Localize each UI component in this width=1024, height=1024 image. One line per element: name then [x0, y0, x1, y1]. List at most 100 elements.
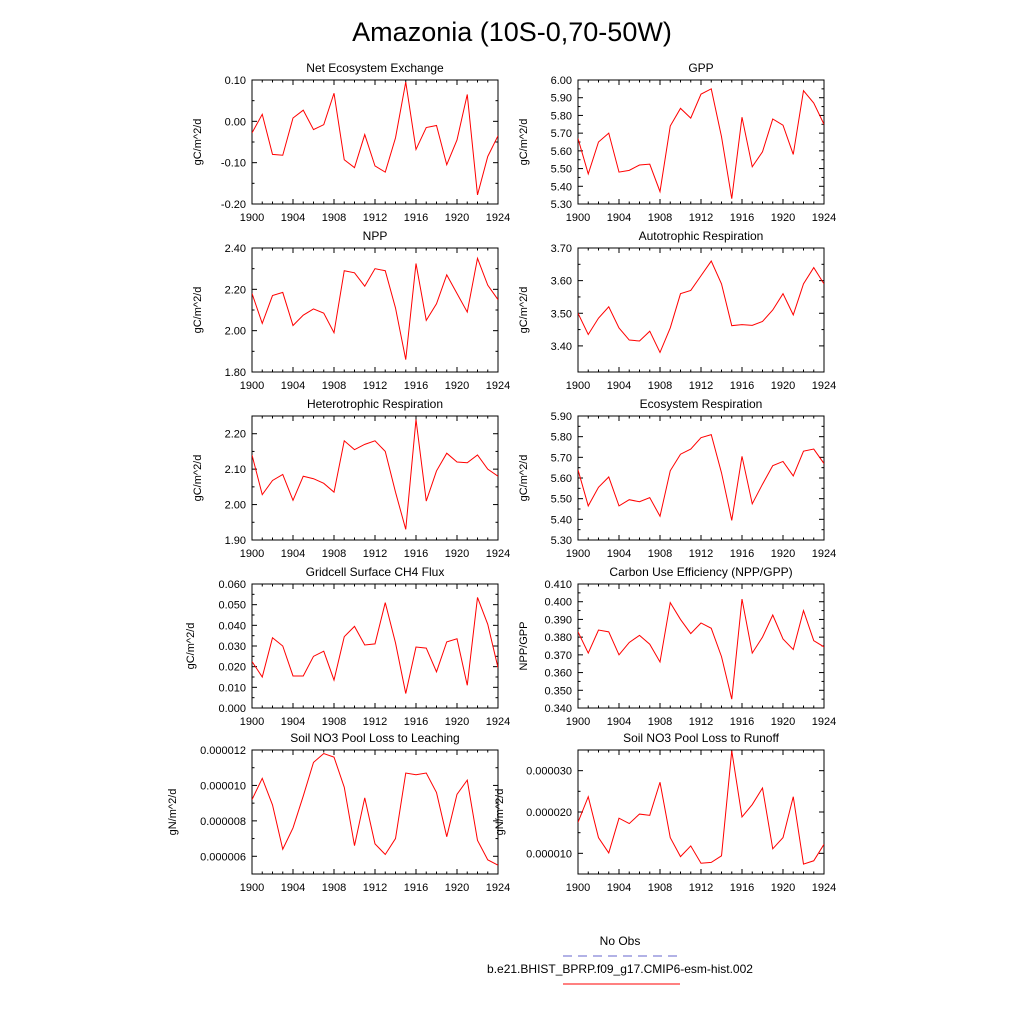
panel-1-xtick-label: 1920	[445, 212, 469, 224]
panel-6: Ecosystem Respiration 1900 1904 1908 1912 191…	[518, 397, 836, 560]
panel-2-ytick-label: 5.60	[551, 146, 572, 158]
panel-1-xtick-label: 1912	[363, 212, 387, 224]
panel-4-series-line	[578, 260, 824, 354]
panel-6-xtick-label: 1916	[730, 548, 754, 560]
panel-2-ylabel: gC/m^2/d	[518, 119, 530, 166]
panel-2-xtick-label: 1912	[689, 212, 713, 224]
panel-9-xtick-label: 1912	[363, 882, 387, 894]
panel-3-xtick-label: 1916	[404, 380, 428, 392]
panel-9-ylabel: gN/m^2/d	[167, 789, 179, 836]
panel-5-xtick-label: 1904	[281, 548, 305, 560]
panel-7-title: Gridcell Surface CH4 Flux	[306, 565, 445, 579]
panel-3-series-line	[252, 256, 498, 360]
panel-2-ytick-label: 5.90	[551, 93, 572, 105]
panel-6-frame	[577, 415, 825, 541]
legend: No Obs b.e21.BHIST_BPRP.f09_g17.CMIP6-es…	[487, 934, 753, 985]
panel-8-ytick-label: 0.350	[544, 685, 572, 697]
panel-3-xtick-label: 1912	[363, 380, 387, 392]
panel-2-title: GPP	[688, 61, 713, 75]
panel-7-xtick-label: 1924	[486, 716, 510, 728]
panel-10: Soil NO3 Pool Loss to Runoff 1900 1904 1908…	[494, 731, 836, 894]
panel-1-series-line	[252, 81, 498, 196]
panel-1-ytick-label: 0.10	[225, 75, 246, 87]
panel-5-frame	[251, 415, 499, 541]
panel-8-ytick-label: 0.380	[544, 632, 572, 644]
panel-9-title: Soil NO3 Pool Loss to Leaching	[290, 731, 459, 745]
legend-label-no-obs: No Obs	[600, 934, 641, 948]
panel-4-ytick-label: 3.40	[551, 341, 572, 353]
panel-4-xtick-label: 1908	[648, 380, 672, 392]
panel-5-ytick-label: 2.20	[225, 429, 246, 441]
panel-2: GPP 1900 1904 1908 1912 1916 1920 1924 5.30 5.40 5…	[518, 61, 836, 224]
panel-3-ylabel: gC/m^2/d	[192, 287, 204, 334]
panel-1-xtick-label: 1908	[322, 212, 346, 224]
panel-10-xtick-label: 1908	[648, 882, 672, 894]
panel-5-xtick-label: 1908	[322, 548, 346, 560]
panel-10-ylabel: gN/m^2/d	[494, 789, 506, 836]
panel-9-xtick-label: 1920	[445, 882, 469, 894]
panel-2-xtick-label: 1908	[648, 212, 672, 224]
panel-10-xtick-label: 1924	[812, 882, 836, 894]
panel-1-xtick-label: 1904	[281, 212, 305, 224]
panel-3-xtick-label: 1924	[486, 380, 510, 392]
panel-6-xtick-label: 1924	[812, 548, 836, 560]
panel-6-ylabel: gC/m^2/d	[518, 455, 530, 502]
panel-5-series-line	[252, 419, 498, 530]
panel-6-title: Ecosystem Respiration	[640, 397, 763, 411]
panel-4-ytick-label: 3.50	[551, 308, 572, 320]
panel-4-xtick-label: 1916	[730, 380, 754, 392]
panel-8-ylabel: NPP/GPP	[518, 622, 530, 671]
panel-3-xtick-label: 1908	[322, 380, 346, 392]
panel-4-ytick-label: 3.70	[551, 243, 572, 255]
panel-9-ytick-label: 0.000012	[200, 745, 246, 757]
panel-8-series-line	[578, 598, 824, 700]
panel-1-xtick-label: 1916	[404, 212, 428, 224]
figure-title: Amazonia (10S-0,70-50W)	[352, 17, 672, 47]
panel-6-ytick-label: 5.30	[551, 535, 572, 547]
panel-7-xtick-label: 1900	[240, 716, 264, 728]
panel-6-ytick-label: 5.60	[551, 473, 572, 485]
panel-9: Soil NO3 Pool Loss to Leaching 1900 1904 19…	[167, 731, 510, 894]
panel-1-frame	[251, 79, 499, 205]
panel-10-title: Soil NO3 Pool Loss to Runoff	[623, 731, 780, 745]
panel-9-ytick-label: 0.000010	[200, 780, 246, 792]
panel-5-xtick-label: 1920	[445, 548, 469, 560]
panel-7-series-line	[252, 597, 498, 694]
panel-2-ytick-label: 5.70	[551, 128, 572, 140]
panel-4-frame	[577, 247, 825, 373]
panel-7-xtick-label: 1920	[445, 716, 469, 728]
panel-3-ytick-label: 2.20	[225, 284, 246, 296]
panel-8-ytick-label: 0.360	[544, 668, 572, 680]
panel-10-xtick-label: 1900	[566, 882, 590, 894]
panel-8-title: Carbon Use Efficiency (NPP/GPP)	[609, 565, 792, 579]
panel-9-xtick-label: 1916	[404, 882, 428, 894]
panel-8-ytick-label: 0.410	[544, 579, 572, 591]
panel-6-xtick-label: 1904	[607, 548, 631, 560]
panel-7-ytick-label: 0.060	[218, 579, 246, 591]
panel-8: Carbon Use Efficiency (NPP/GPP) 1900 1904 1…	[518, 565, 836, 728]
panel-10-xtick-label: 1916	[730, 882, 754, 894]
panel-4-ylabel: gC/m^2/d	[518, 287, 530, 334]
panel-4-xtick-label: 1924	[812, 380, 836, 392]
panel-3-xtick-label: 1900	[240, 380, 264, 392]
panel-1-ytick-label: -0.20	[221, 199, 246, 211]
panel-5-ytick-label: 2.00	[225, 500, 246, 512]
panel-6-xtick-label: 1920	[771, 548, 795, 560]
panel-2-ytick-label: 5.80	[551, 110, 572, 122]
panel-8-ytick-label: 0.390	[544, 614, 572, 626]
panel-6-ytick-label: 5.50	[551, 494, 572, 506]
panel-4-title: Autotrophic Respiration	[639, 229, 764, 243]
panel-3-ytick-label: 1.80	[225, 367, 246, 379]
panel-7-ylabel: gC/m^2/d	[185, 623, 197, 670]
panel-9-series-line	[252, 752, 498, 866]
panel-5-xtick-label: 1924	[486, 548, 510, 560]
panel-7-frame	[251, 583, 499, 709]
panel-1: Net Ecosystem Exchange 1900 1904 1908 1912 19…	[192, 61, 510, 224]
panel-5-ylabel: gC/m^2/d	[192, 455, 204, 502]
panel-9-ytick-label: 0.000008	[200, 816, 246, 828]
panel-2-xtick-label: 1916	[730, 212, 754, 224]
panel-1-xtick-label: 1900	[240, 212, 264, 224]
panel-9-xtick-label: 1904	[281, 882, 305, 894]
panel-7-ytick-label: 0.040	[218, 620, 246, 632]
